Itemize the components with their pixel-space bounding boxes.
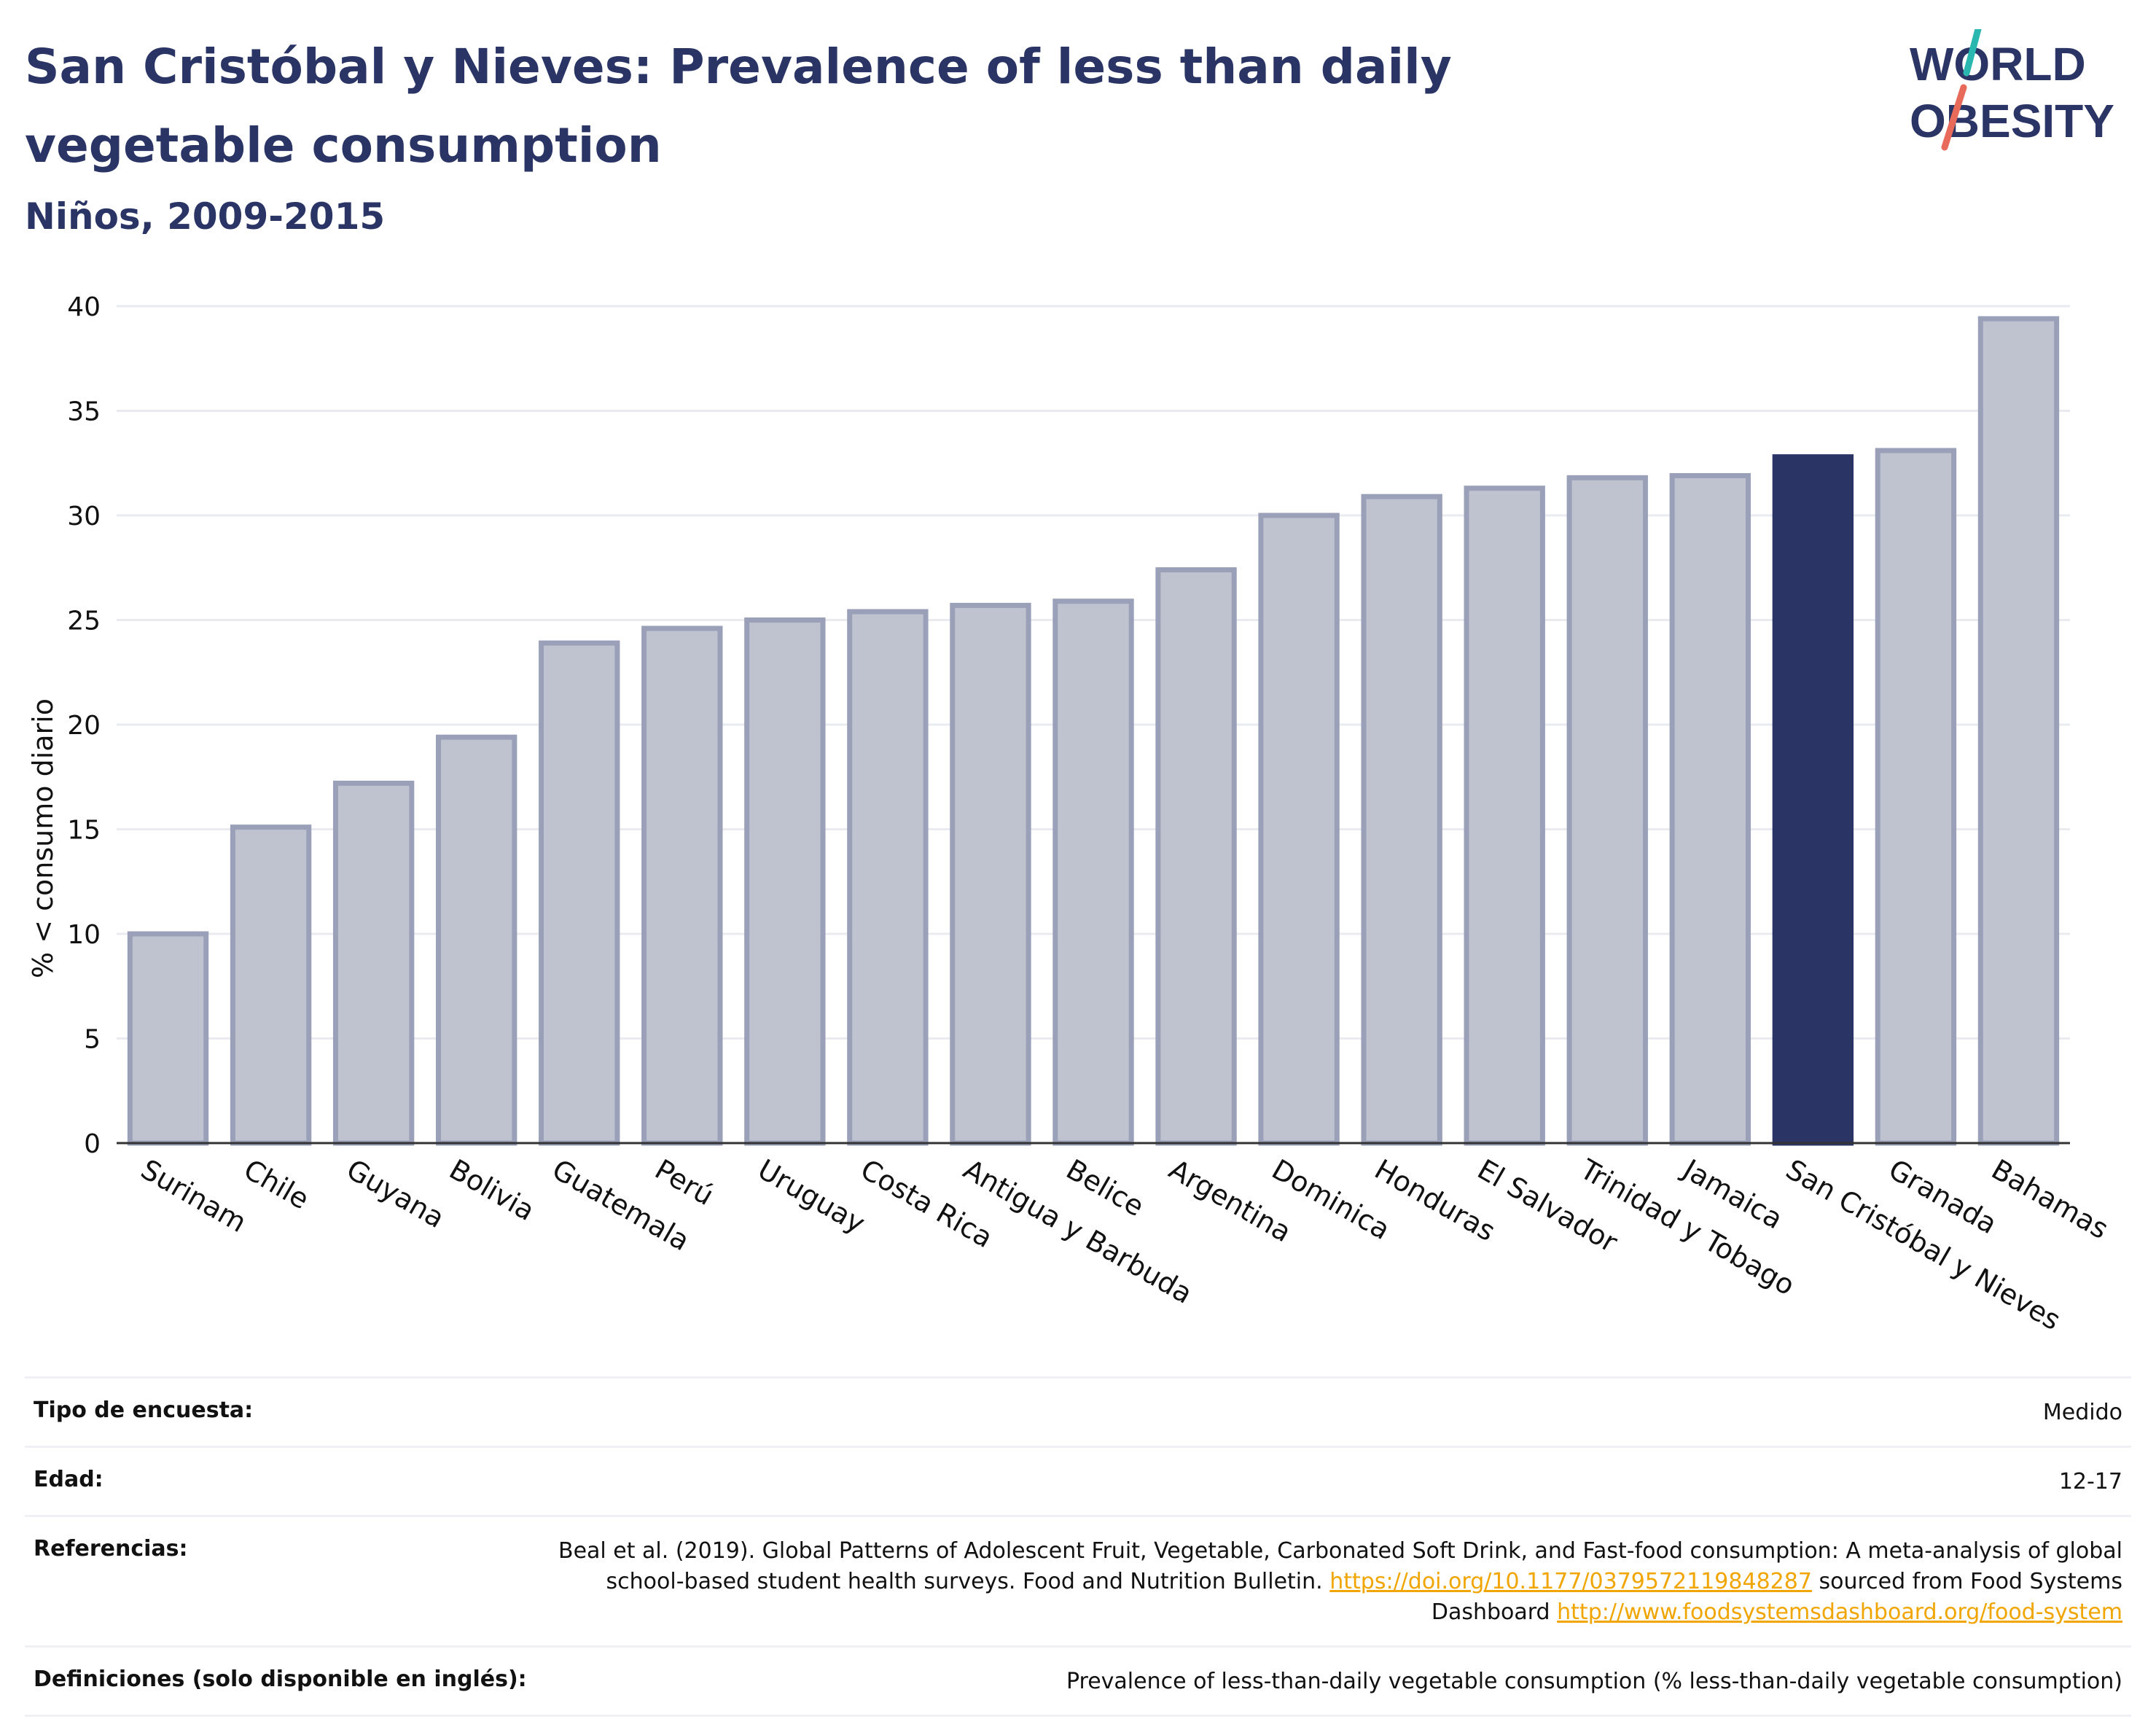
y-tick-label: 20 bbox=[67, 711, 101, 741]
x-tick-label: Bahamas bbox=[1986, 1153, 2114, 1246]
bar bbox=[1772, 454, 1854, 1146]
info-row-age: Edad: 12-17 bbox=[25, 1446, 2131, 1515]
y-tick-label: 40 bbox=[67, 292, 101, 322]
y-axis-label: % < consumo diario bbox=[27, 698, 59, 978]
y-tick-label: 35 bbox=[67, 397, 101, 427]
y-tick-label: 25 bbox=[67, 607, 101, 636]
bar bbox=[1258, 512, 1340, 1146]
bar bbox=[1977, 316, 2060, 1146]
age-value: 12-17 bbox=[2058, 1469, 2122, 1494]
bar bbox=[127, 931, 209, 1146]
bar bbox=[1669, 472, 1751, 1146]
bar bbox=[1361, 494, 1442, 1146]
definitions-value: Prevalence of less-than-daily vegetable … bbox=[1066, 1669, 2122, 1694]
x-tick-label: Chile bbox=[238, 1153, 314, 1216]
info-row-references: Referencias: Beal et al. (2019). Global … bbox=[25, 1515, 2131, 1645]
reference-doi-link[interactable]: https://doi.org/10.1177/0379572119848287 bbox=[1329, 1569, 1812, 1594]
y-tick-label: 10 bbox=[67, 920, 101, 950]
references-value: Beal et al. (2019). Global Patterns of A… bbox=[555, 1536, 2122, 1628]
info-row-definitions: Definiciones (solo disponible en inglés)… bbox=[25, 1645, 2131, 1717]
y-tick-label: 15 bbox=[67, 816, 101, 846]
logo-slash-teal bbox=[1963, 29, 1982, 77]
bar bbox=[1052, 599, 1134, 1146]
world-obesity-logo: WORLD OBESITY bbox=[1910, 29, 2114, 151]
bar bbox=[1566, 475, 1648, 1146]
y-tick-label: 0 bbox=[84, 1129, 101, 1159]
bar bbox=[1464, 486, 1545, 1146]
x-tick-label: Uruguay bbox=[752, 1153, 870, 1240]
logo-word-2: OBESITY bbox=[1910, 95, 2114, 147]
bar bbox=[847, 609, 929, 1146]
definitions-label: Definiciones (solo disponible en inglés)… bbox=[34, 1667, 527, 1692]
bar bbox=[950, 602, 1031, 1146]
info-table: Tipo de encuesta: Medido Edad: 12-17 Ref… bbox=[25, 1376, 2131, 1717]
x-tick-label: Surinam bbox=[136, 1153, 252, 1239]
age-label: Edad: bbox=[34, 1467, 103, 1492]
page-title: San Cristóbal y Nieves: Prevalence of le… bbox=[25, 39, 1452, 174]
y-tick-label: 30 bbox=[67, 502, 101, 531]
x-tick-label: Guyana bbox=[341, 1153, 450, 1234]
bar bbox=[435, 734, 517, 1146]
bar bbox=[332, 780, 415, 1146]
bar bbox=[539, 640, 620, 1146]
bars bbox=[127, 316, 2060, 1146]
logo-word-1: WORLD bbox=[1910, 38, 2086, 90]
bar bbox=[744, 617, 826, 1146]
x-tick-label: Bolivia bbox=[444, 1153, 540, 1227]
reference-dashboard-link[interactable]: http://www.foodsystemsdashboard.org/food… bbox=[1557, 1599, 2122, 1625]
references-label: Referencias: bbox=[34, 1536, 188, 1562]
bar bbox=[641, 625, 723, 1146]
info-row-survey: Tipo de encuesta: Medido bbox=[25, 1376, 2131, 1446]
bar bbox=[1155, 567, 1237, 1146]
x-tick-label: Perú bbox=[649, 1153, 719, 1212]
survey-type-label: Tipo de encuesta: bbox=[34, 1398, 254, 1423]
logo-slash-coral bbox=[1941, 84, 1967, 151]
page-subtitle: Niños, 2009-2015 bbox=[25, 195, 386, 238]
reference-text-1: Beal et al. (2019). Global Patterns of A… bbox=[558, 1538, 2122, 1594]
y-tick-label: 5 bbox=[84, 1025, 101, 1055]
reference-text-2: sourced from Food Systems Dashboard bbox=[1431, 1569, 2122, 1625]
bar bbox=[230, 825, 312, 1146]
survey-type-value: Medido bbox=[2042, 1400, 2122, 1425]
bar bbox=[1875, 448, 1957, 1146]
